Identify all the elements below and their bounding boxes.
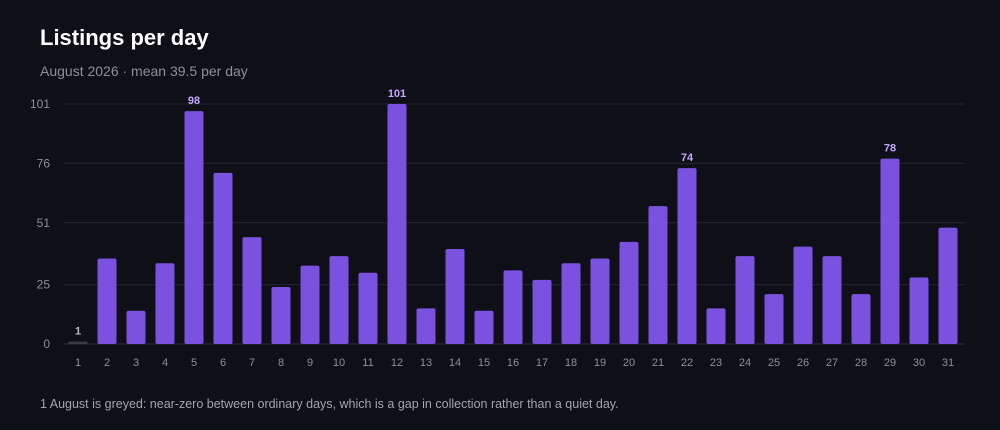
data-label: 74 xyxy=(681,152,694,164)
bar xyxy=(677,168,697,344)
bar xyxy=(68,341,88,344)
y-tick-label: 0 xyxy=(43,337,50,351)
data-label: 78 xyxy=(884,143,896,155)
y-tick-label: 76 xyxy=(37,156,51,170)
bar xyxy=(938,227,958,344)
data-label: 1 xyxy=(75,326,81,338)
x-tick-label: 10 xyxy=(333,357,345,369)
x-tick-label: 27 xyxy=(826,357,838,369)
x-tick-label: 18 xyxy=(565,357,577,369)
bar xyxy=(822,256,842,344)
data-labels: 1 98 101 74 78 xyxy=(75,88,896,338)
bar xyxy=(300,265,320,344)
x-tick-label: 17 xyxy=(536,357,548,369)
chart-footnote: 1 August is greyed: near-zero between or… xyxy=(40,397,619,411)
bar xyxy=(271,286,291,344)
bar xyxy=(619,241,639,344)
bar xyxy=(851,294,871,344)
bar xyxy=(880,158,900,344)
bar xyxy=(97,258,117,344)
x-tick-label: 2 xyxy=(104,357,110,369)
y-tick-label: 25 xyxy=(37,278,51,292)
x-tick-label: 21 xyxy=(652,357,664,369)
x-tick-label: 30 xyxy=(913,357,925,369)
bar xyxy=(561,263,581,344)
bar xyxy=(735,256,755,344)
x-axis-ticks: 1 2 3 4 5 6 7 8 9 10 11 12 13 14 15 16 17 18 19 20 21 22 23 24 2… xyxy=(75,357,954,369)
chart-subtitle: August 2026 · mean 39.5 per day xyxy=(40,63,248,79)
bar xyxy=(764,294,784,344)
bar xyxy=(126,310,146,344)
bar xyxy=(590,258,610,344)
x-tick-label: 7 xyxy=(249,357,255,369)
bar xyxy=(648,206,668,344)
x-tick-label: 9 xyxy=(307,357,313,369)
bar xyxy=(329,256,349,344)
x-tick-label: 26 xyxy=(797,357,809,369)
bar xyxy=(793,246,813,344)
bar xyxy=(474,310,494,344)
bar xyxy=(909,277,929,344)
bar xyxy=(358,272,378,344)
x-tick-label: 24 xyxy=(739,357,751,369)
bar xyxy=(445,248,465,344)
x-tick-label: 1 xyxy=(75,357,81,369)
bar xyxy=(706,308,726,344)
x-tick-label: 19 xyxy=(594,357,606,369)
x-tick-label: 31 xyxy=(942,357,954,369)
chart-title: Listings per day xyxy=(40,25,209,50)
x-tick-label: 16 xyxy=(507,357,519,369)
bar xyxy=(184,111,204,344)
bar xyxy=(155,263,175,344)
x-tick-label: 22 xyxy=(681,357,693,369)
x-tick-label: 25 xyxy=(768,357,780,369)
bar xyxy=(213,172,233,344)
x-tick-label: 4 xyxy=(162,357,168,369)
x-tick-label: 11 xyxy=(362,357,373,369)
bar xyxy=(242,237,262,344)
y-tick-label: 101 xyxy=(30,97,50,111)
x-tick-label: 14 xyxy=(449,357,461,369)
bars xyxy=(68,104,958,344)
x-tick-label: 28 xyxy=(855,357,867,369)
x-tick-label: 8 xyxy=(278,357,284,369)
x-tick-label: 5 xyxy=(191,357,197,369)
data-label: 98 xyxy=(188,95,200,107)
x-tick-label: 6 xyxy=(220,357,226,369)
x-tick-label: 3 xyxy=(133,357,139,369)
bar xyxy=(532,279,552,344)
bar xyxy=(387,104,407,344)
data-label: 101 xyxy=(388,88,406,100)
y-tick-label: 51 xyxy=(37,216,51,230)
x-tick-label: 15 xyxy=(478,357,490,369)
x-tick-label: 20 xyxy=(623,357,635,369)
bar xyxy=(503,270,523,344)
x-tick-label: 12 xyxy=(391,357,403,369)
x-tick-label: 13 xyxy=(420,357,432,369)
x-tick-label: 23 xyxy=(710,357,722,369)
bar xyxy=(416,308,436,344)
x-tick-label: 29 xyxy=(884,357,896,369)
y-axis-ticks: 0 25 51 76 101 xyxy=(30,97,50,351)
